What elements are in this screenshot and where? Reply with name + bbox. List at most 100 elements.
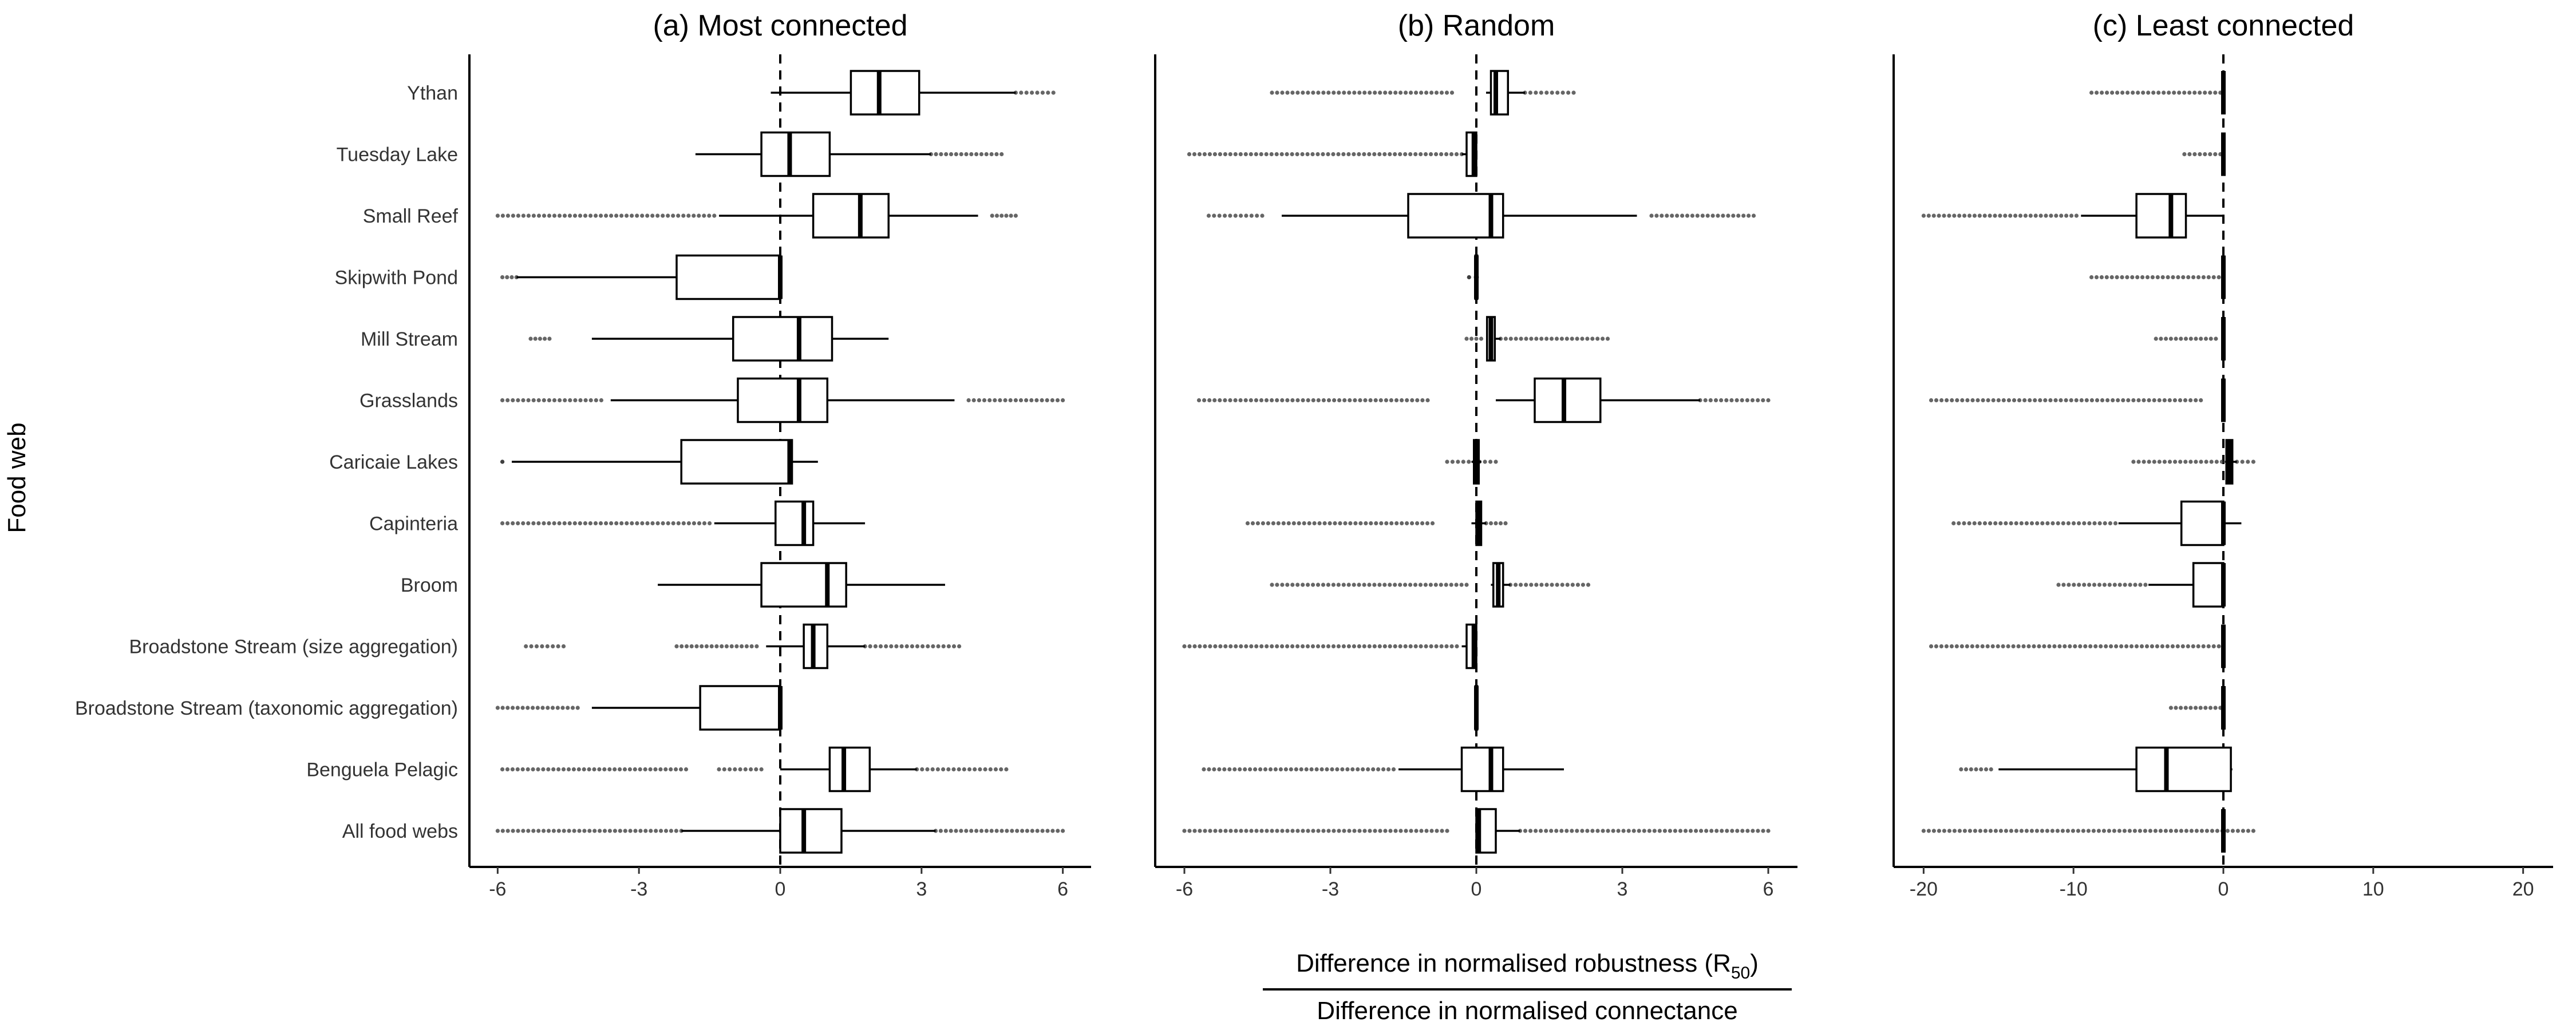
outlier-point [2107, 583, 2112, 587]
outlier-point [951, 767, 956, 772]
outlier-point [2206, 644, 2211, 649]
outlier-point [2097, 521, 2102, 526]
outlier-point [899, 644, 904, 649]
outlier-point [1358, 398, 1362, 403]
outlier-point [558, 398, 562, 403]
outlier-point [1580, 336, 1585, 341]
outlier-point [2150, 644, 2154, 649]
outlier-point [1524, 336, 1528, 341]
outlier-point [2168, 829, 2173, 833]
box-6 [500, 439, 818, 485]
outlier-point [2199, 829, 2204, 833]
outlier-point [1212, 213, 1216, 218]
outlier-point [1439, 152, 1444, 157]
outlier-point [510, 767, 515, 772]
row-label: Grasslands [359, 390, 458, 412]
outlier-point [2183, 398, 2188, 403]
outlier-point [967, 767, 972, 772]
outlier-point [1425, 398, 1430, 403]
outlier-point [1988, 521, 1993, 526]
outlier-point [2204, 829, 2209, 833]
outlier-point [1234, 829, 1238, 833]
outlier-point [524, 644, 528, 649]
outlier-point [1357, 90, 1362, 95]
outlier-point [643, 829, 648, 833]
outlier-point [2001, 398, 2006, 403]
outlier-point [609, 213, 614, 218]
outlier-point [704, 644, 709, 649]
outlier-point [2198, 706, 2203, 710]
outlier-point [2096, 829, 2101, 833]
outlier-point [2047, 644, 2052, 649]
outlier-point [640, 521, 645, 526]
outlier-point [1271, 521, 1275, 526]
outlier-point [1414, 90, 1419, 95]
outlier-point [2125, 275, 2129, 280]
outlier-point [2141, 90, 2146, 95]
outlier-point [593, 521, 598, 526]
iqr-box [2135, 746, 2232, 793]
outlier-point [1450, 459, 1455, 464]
iqr-box [1460, 746, 1504, 793]
outlier-point [1554, 336, 1559, 341]
outlier-point [1382, 583, 1387, 587]
outlier-point [2060, 829, 2065, 833]
outlier-point [1652, 829, 1657, 833]
outlier-point [557, 213, 562, 218]
outlier-point [2077, 521, 2081, 526]
outlier-point [1372, 644, 1377, 649]
outlier-point [536, 521, 541, 526]
outlier-point [627, 767, 632, 772]
box-2 [1206, 193, 1756, 239]
outlier-point [2168, 706, 2173, 710]
outlier-point [1559, 829, 1564, 833]
outlier-point [1429, 152, 1433, 157]
outlier-point [1192, 829, 1197, 833]
outlier-point [2191, 644, 2195, 649]
outlier-point [2246, 829, 2250, 833]
outlier-point [1382, 644, 1387, 649]
outlier-point [1275, 644, 1279, 649]
outlier-point [625, 521, 629, 526]
outlier-point [1967, 213, 1972, 218]
outlier-point [1972, 213, 1977, 218]
outlier-point [1967, 521, 1971, 526]
outlier-point [1544, 583, 1549, 587]
outlier-point [578, 213, 583, 218]
outlier-point [1321, 829, 1326, 833]
outlier-point [2018, 213, 2023, 218]
outlier-point [562, 829, 566, 833]
outlier-point [1367, 583, 1372, 587]
outlier-point [1921, 213, 1926, 218]
outlier-point [1714, 829, 1719, 833]
box-1 [1187, 131, 1477, 177]
outlier-point [702, 521, 707, 526]
outlier-point [1595, 829, 1600, 833]
outlier-point [562, 213, 567, 218]
outlier-point [694, 644, 699, 649]
row-label: Mill Stream [361, 328, 458, 350]
outlier-point [1238, 767, 1242, 772]
outlier-point [2158, 829, 2163, 833]
outlier-point [1998, 829, 2003, 833]
outlier-point [2092, 583, 2097, 587]
outlier-point [1570, 583, 1575, 587]
row-labels: Ythan Tuesday Lake Small Reef Skipwith Pond… [75, 82, 459, 842]
outlier-point [1040, 398, 1044, 403]
outlier-point [2091, 829, 2096, 833]
outlier-point [2183, 459, 2188, 464]
outlier-point [954, 152, 958, 157]
outlier-point [964, 152, 969, 157]
outlier-point [2179, 829, 2183, 833]
outlier-point [1336, 583, 1341, 587]
outlier-point [1704, 829, 1709, 833]
outlier-point [1206, 213, 1211, 218]
outlier-point [528, 336, 533, 341]
outlier-point [2023, 213, 2028, 218]
outlier-point [1270, 829, 1274, 833]
outlier-point [511, 521, 515, 526]
outlier-point [1290, 152, 1294, 157]
outlier-point [989, 152, 994, 157]
outlier-point [1736, 213, 1741, 218]
outlier-point [2155, 644, 2159, 649]
